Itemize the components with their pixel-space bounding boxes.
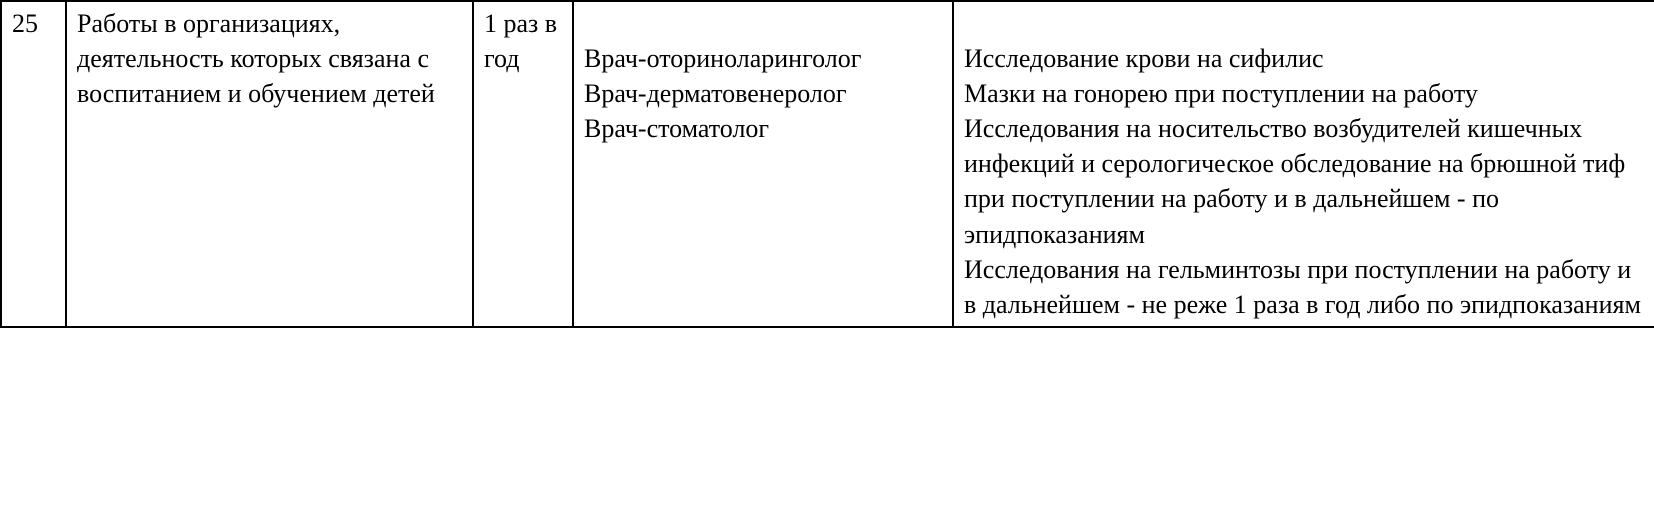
tests-list: Исследование крови на сифилис Мазки на г… [964, 44, 1641, 319]
cell-tests: Исследование крови на сифилис Мазки на г… [953, 1, 1654, 327]
cell-frequency: 1 раз в год [473, 1, 573, 327]
frequency-text: 1 раз в год [484, 9, 557, 73]
cell-number: 25 [1, 1, 66, 327]
work-description: Работы в организациях, деятельность кото… [77, 9, 435, 108]
doctors-list: Врач-оториноларинголог Врач-дерматовенер… [584, 44, 861, 143]
medical-table: 25 Работы в организациях, деятельность к… [0, 0, 1654, 328]
row-number: 25 [12, 9, 38, 38]
cell-doctors: Врач-оториноларинголог Врач-дерматовенер… [573, 1, 953, 327]
table-row: 25 Работы в организациях, деятельность к… [1, 1, 1654, 327]
cell-work-description: Работы в организациях, деятельность кото… [66, 1, 473, 327]
